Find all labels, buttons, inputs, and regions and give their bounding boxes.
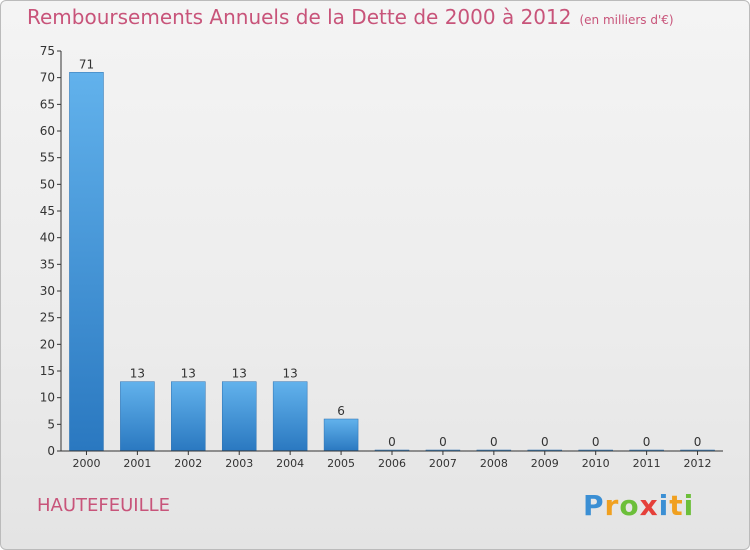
data-label-2003: 13	[232, 367, 247, 381]
x-tick-label-2009: 2009	[531, 457, 559, 470]
y-tick-label: 30	[40, 284, 55, 298]
x-tick-label-2007: 2007	[429, 457, 457, 470]
chart-title: Remboursements Annuels de la Dette de 20…	[27, 5, 674, 29]
data-label-2006: 0	[388, 435, 396, 449]
x-tick-label-2002: 2002	[174, 457, 202, 470]
x-tick-label-2008: 2008	[480, 457, 508, 470]
data-label-2011: 0	[643, 435, 651, 449]
data-label-2004: 13	[283, 367, 298, 381]
data-label-2007: 0	[439, 435, 447, 449]
x-tick-label-2003: 2003	[225, 457, 253, 470]
bar-2005	[323, 418, 359, 452]
data-label-2008: 0	[490, 435, 498, 449]
y-tick-label: 70	[40, 71, 55, 85]
y-tick-label: 35	[40, 257, 55, 271]
bar-2003	[221, 381, 257, 452]
logo-letter: P	[583, 489, 605, 522]
x-tick-label-2000: 2000	[72, 457, 100, 470]
proxiti-logo: Proxiti	[583, 489, 694, 522]
data-label-2009: 0	[541, 435, 549, 449]
bar-2000	[69, 72, 104, 452]
y-axis: 0 5 10 15 20 25 30 35 40 45 50 55 60 65 70 75	[40, 44, 62, 458]
data-label-2001: 13	[130, 367, 145, 381]
chart-subtitle: (en milliers d'€)	[579, 13, 674, 27]
y-tick-label: 25	[40, 311, 55, 325]
x-tick-label-2012: 2012	[684, 457, 712, 470]
x-tick-label-2011: 2011	[633, 457, 661, 470]
commune-name: HAUTEFEUILLE	[37, 495, 171, 516]
y-tick-label: 40	[40, 231, 55, 245]
logo-letter: i	[658, 489, 670, 522]
bars: 71 13 13 13 13 6 0 0 0 0 0 0 0	[69, 57, 715, 452]
logo-letter: i	[683, 489, 695, 522]
bar-2001	[120, 381, 155, 452]
x-tick-label-2001: 2001	[123, 457, 151, 470]
y-tick-label: 60	[40, 124, 55, 138]
y-tick-label: 75	[40, 44, 55, 58]
y-tick-label: 20	[40, 337, 55, 351]
y-tick-label: 15	[40, 364, 55, 378]
chart-title-text: Remboursements Annuels de la Dette de 20…	[27, 5, 572, 29]
y-tick-label: 10	[40, 391, 55, 405]
y-tick-label: 55	[40, 151, 55, 165]
x-axis: 2000 2001 2002 2003 2004 2005 2006 2007 2008 2009…	[61, 450, 723, 470]
x-tick-label-2005: 2005	[327, 457, 355, 470]
data-label-2012: 0	[694, 435, 702, 449]
x-tick-label-2010: 2010	[582, 457, 610, 470]
x-tick-label-2006: 2006	[378, 457, 406, 470]
y-tick-label: 45	[40, 204, 55, 218]
bar-2002	[171, 381, 206, 452]
data-label-2000: 71	[79, 57, 94, 71]
y-tick-label: 50	[40, 177, 55, 191]
data-label-2005: 6	[337, 404, 345, 418]
data-label-2002: 13	[181, 367, 196, 381]
logo-letter: o	[619, 489, 640, 522]
y-tick-label: 0	[47, 444, 55, 458]
logo-letter: x	[639, 489, 659, 522]
logo-letter: t	[669, 489, 684, 522]
bar-2004	[272, 381, 308, 452]
y-tick-label: 5	[47, 417, 55, 431]
x-tick-label-2004: 2004	[276, 457, 304, 470]
logo-letter: r	[604, 489, 620, 522]
y-tick-label: 65	[40, 97, 55, 111]
data-label-2010: 0	[592, 435, 600, 449]
